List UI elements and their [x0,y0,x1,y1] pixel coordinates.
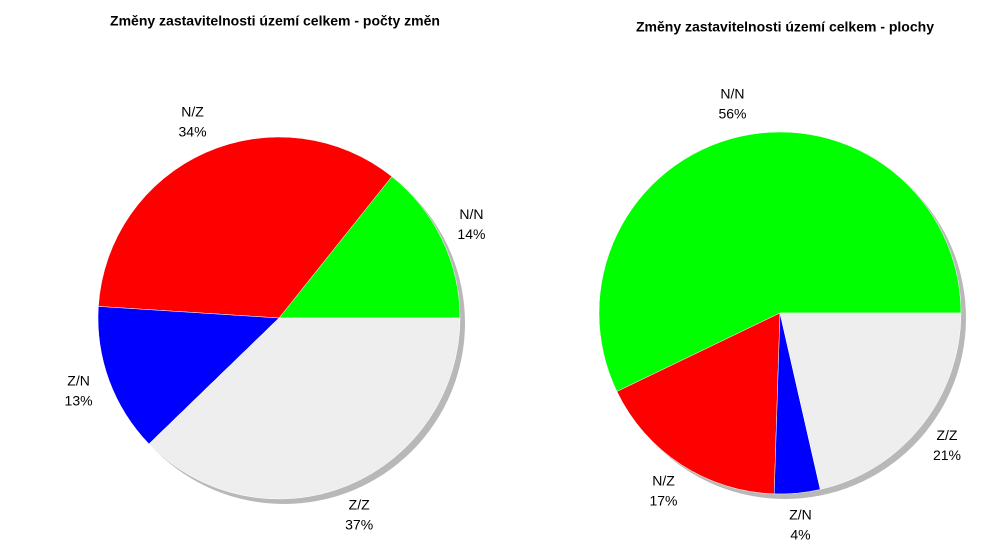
slice-label: N/Z [181,103,204,119]
pie-slice [616,312,781,495]
slice-label: Z/N [789,506,812,522]
slice-label: Z/Z [936,427,957,443]
slice-value-label: 21% [933,447,961,463]
slice-value-label: 37% [345,517,373,533]
slice-value-label: 13% [65,392,93,408]
chart-title: Změny zastavitelnosti území celkem - poč… [110,13,440,29]
pie-slice [98,136,393,319]
slice-value-label: 17% [649,493,677,509]
slice-label: N/N [720,85,744,101]
chart-title: Změny zastavitelnosti území celkem - plo… [636,19,934,35]
pie-slice [278,176,461,319]
pie-slice [779,312,962,490]
slice-label: Z/Z [349,497,370,513]
slice-label: N/N [459,206,483,222]
slice-label: Z/N [67,372,90,388]
slice-value-label: 34% [179,123,207,139]
pie-slice [148,317,461,500]
slice-label: N/Z [652,473,675,489]
slice-value-label: 4% [790,526,810,542]
slice-value-label: 14% [457,226,485,242]
pie-slice [598,131,962,392]
pie-slice [97,306,280,445]
slice-value-label: 56% [718,105,746,121]
